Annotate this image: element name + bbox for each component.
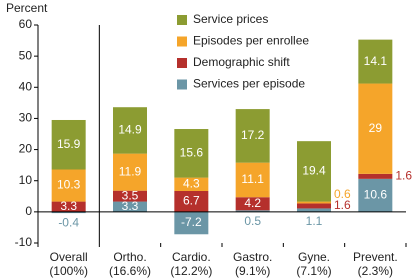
legend-swatch <box>177 58 187 68</box>
x-tick-label: Cardio. <box>172 250 211 264</box>
bar-segment <box>51 211 86 214</box>
x-tick-label: (100%) <box>49 264 88 278</box>
bar-segment <box>51 169 86 202</box>
legend-swatch <box>177 36 187 47</box>
x-tick-label: (16.6%) <box>109 264 151 278</box>
x-tick-label: Overall <box>50 250 88 264</box>
bar-segment <box>297 203 331 209</box>
x-tick-label: Gastro. <box>233 250 272 264</box>
x-tick-label: (9.1%) <box>235 264 270 278</box>
bar-segment <box>235 162 270 198</box>
y-tick-label: 40 <box>19 79 33 93</box>
value-label: 11.1 <box>241 172 264 186</box>
x-tick-label: (7.1%) <box>296 264 331 278</box>
legend-label: Demographic shift <box>193 55 290 69</box>
value-label: 14.1 <box>364 54 388 68</box>
x-tick-label: Ortho. <box>113 250 146 264</box>
x-tick-label: (2.3%) <box>358 264 393 278</box>
value-label: 1.6 <box>334 198 351 212</box>
y-tick-label: -10 <box>15 235 33 249</box>
value-label: 11.9 <box>119 164 142 178</box>
legend-label: Services per episode <box>193 77 305 91</box>
value-label: -7.2 <box>181 215 202 229</box>
value-label: 3.3 <box>60 199 77 213</box>
bar-segment <box>297 208 331 212</box>
value-label: -0.4 <box>58 215 79 229</box>
bar-segment <box>174 190 209 212</box>
y-tick-label: 0 <box>25 204 32 218</box>
bar-segment <box>297 201 331 204</box>
y-tick-label: 30 <box>19 111 33 125</box>
bar-segment <box>235 109 270 163</box>
y-tick-label: 60 <box>19 17 33 31</box>
value-label: 10.6 <box>364 188 388 202</box>
bar-segment <box>174 211 209 235</box>
bar-segment <box>358 39 393 84</box>
value-label: 17.2 <box>241 128 265 142</box>
bar-segment <box>174 177 209 191</box>
bar-segment <box>358 178 393 212</box>
value-label: 19.4 <box>302 164 326 178</box>
value-label: 10.3 <box>57 178 81 192</box>
value-label: 1.1 <box>306 214 323 228</box>
bar-segment <box>113 190 147 202</box>
bar-segment <box>235 197 270 211</box>
value-label: 4.2 <box>244 196 261 210</box>
value-label: 6.7 <box>183 194 200 208</box>
bar-segment <box>174 129 209 178</box>
legend-label: Service prices <box>193 12 268 26</box>
y-tick-label: 50 <box>19 48 33 62</box>
value-label: 4.3 <box>183 176 200 190</box>
x-tick-label: (12.2%) <box>170 264 212 278</box>
value-label: 1.6 <box>395 169 412 183</box>
y-tick-label: 10 <box>19 173 33 187</box>
x-tick-label: Gyne. <box>298 250 330 264</box>
value-label: 15.6 <box>180 145 204 159</box>
bar-segment <box>235 210 270 212</box>
bar-segment <box>113 153 147 191</box>
value-label: 0.5 <box>244 214 261 228</box>
value-label: 3.3 <box>122 199 139 213</box>
value-label: 29 <box>369 121 383 135</box>
y-tick-label: 20 <box>19 142 33 156</box>
legend-swatch <box>177 79 187 90</box>
value-label: 3.5 <box>122 188 139 202</box>
value-label: 0.6 <box>334 187 351 201</box>
y-axis-label: Percent <box>6 1 48 15</box>
value-label: 14.9 <box>118 123 142 137</box>
bar-segment <box>113 107 147 154</box>
value-label: 15.9 <box>57 137 81 151</box>
x-tick-label: Prevent. <box>353 250 398 264</box>
legend-swatch <box>177 15 187 25</box>
bar-segment <box>358 83 393 174</box>
bar-segment <box>113 201 147 212</box>
bar-segment <box>51 201 86 212</box>
bar-segment <box>297 141 331 202</box>
bar-segment <box>51 119 86 170</box>
legend-label: Episodes per enrollee <box>193 34 309 48</box>
bar-segment <box>358 173 393 179</box>
